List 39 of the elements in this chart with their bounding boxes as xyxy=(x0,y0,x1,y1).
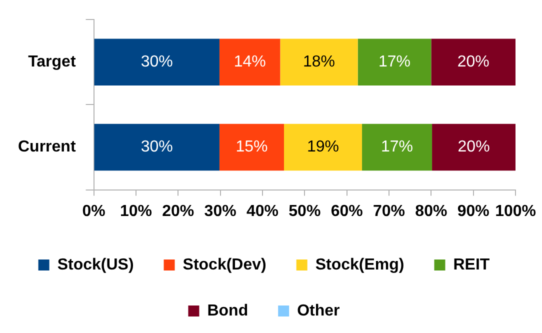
bar xyxy=(219,124,284,171)
legend-label: Bond xyxy=(207,302,248,320)
x-tick-label: 0% xyxy=(82,202,106,220)
data-label: 30% xyxy=(140,54,173,71)
legend-label: Stock(Dev) xyxy=(182,256,266,274)
data-label: 19% xyxy=(306,138,340,156)
x-tick-label: 40% xyxy=(246,202,278,220)
bar xyxy=(431,38,516,86)
x-tick-label: 100% xyxy=(495,202,536,220)
y-tick-label: Current xyxy=(18,138,76,156)
x-tick-label: 50% xyxy=(288,202,321,220)
x-tick-label: 30% xyxy=(204,202,236,220)
legend-label: Stock(Emg) xyxy=(315,256,404,274)
data-label: 17% xyxy=(378,54,411,71)
y-tick-label: Target xyxy=(28,54,76,71)
data-label: 14% xyxy=(234,54,266,71)
bar xyxy=(362,124,432,171)
x-tick-label: 20% xyxy=(162,202,194,220)
data-label: 17% xyxy=(381,138,414,156)
data-label: 20% xyxy=(458,138,490,156)
x-tick-label: 70% xyxy=(372,202,406,220)
x-tick-label: 80% xyxy=(415,202,448,220)
legend-label: Stock(US) xyxy=(57,256,134,274)
x-tick-label: 60% xyxy=(330,202,363,220)
bar xyxy=(219,38,280,86)
bar xyxy=(358,38,432,86)
bar xyxy=(432,124,516,171)
bar xyxy=(284,124,362,171)
legend-label: REIT xyxy=(453,256,490,274)
legend-label: Other xyxy=(297,302,340,320)
bar xyxy=(94,124,220,171)
data-label: 30% xyxy=(140,138,173,156)
x-tick-label: 10% xyxy=(120,202,152,220)
data-label: 20% xyxy=(457,54,490,71)
data-label: 15% xyxy=(236,138,268,156)
bar xyxy=(280,38,358,86)
bar xyxy=(94,38,220,86)
data-label: 18% xyxy=(302,54,336,71)
x-tick-label: 90% xyxy=(457,202,490,220)
